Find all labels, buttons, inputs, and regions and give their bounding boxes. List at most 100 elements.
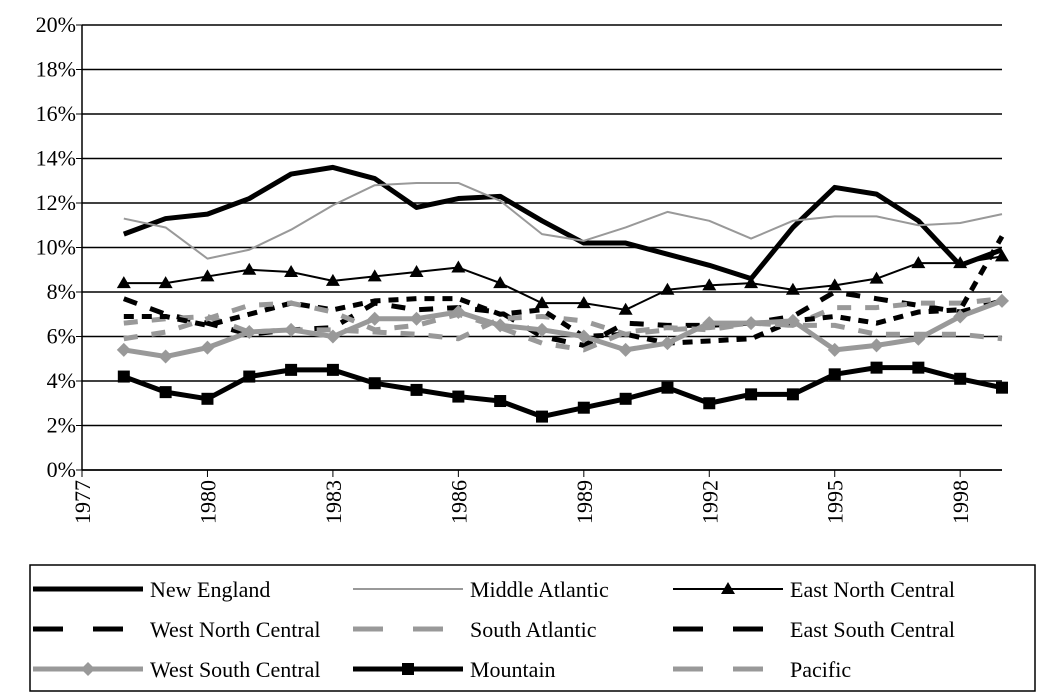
- legend-item: West North Central: [33, 617, 321, 642]
- marker: [995, 293, 1009, 308]
- y-tick-label: 0%: [47, 457, 76, 482]
- legend-label: East South Central: [790, 617, 955, 642]
- marker: [953, 309, 968, 324]
- marker: [493, 276, 508, 289]
- marker: [535, 296, 549, 309]
- marker: [996, 381, 1008, 394]
- y-tick-label: 10%: [36, 235, 76, 260]
- marker: [158, 349, 173, 364]
- marker: [911, 256, 926, 269]
- legend-label: East North Central: [790, 577, 955, 602]
- marker: [744, 276, 759, 289]
- marker: [703, 397, 716, 410]
- marker: [660, 336, 675, 351]
- marker: [618, 302, 633, 315]
- y-tick-label: 12%: [36, 190, 76, 215]
- marker: [326, 363, 339, 376]
- legend-item: Mountain: [353, 657, 556, 682]
- marker: [828, 368, 841, 381]
- x-tick-label: 1980: [195, 480, 220, 524]
- marker: [410, 383, 423, 396]
- y-tick-label: 8%: [47, 279, 76, 304]
- marker: [159, 386, 172, 399]
- y-tick-label: 2%: [47, 413, 76, 438]
- marker: [827, 278, 842, 291]
- marker: [200, 269, 215, 282]
- x-tick-label: 1995: [823, 480, 848, 524]
- marker: [721, 582, 735, 594]
- marker: [661, 381, 674, 394]
- series-line: [123, 255, 1003, 311]
- marker: [367, 269, 382, 282]
- marker: [869, 271, 884, 284]
- marker: [619, 392, 632, 405]
- legend-label: Pacific: [790, 657, 851, 682]
- marker: [402, 663, 414, 675]
- marker: [576, 329, 591, 344]
- marker: [995, 249, 1009, 262]
- marker: [494, 395, 507, 408]
- series-line: [123, 298, 1003, 360]
- legend-item: East South Central: [673, 617, 955, 642]
- marker: [576, 296, 591, 309]
- legend-item: South Atlantic: [353, 617, 597, 642]
- legend-label: South Atlantic: [470, 617, 597, 642]
- x-tick-label: 1989: [572, 480, 597, 524]
- marker: [158, 276, 173, 289]
- marker: [870, 361, 883, 374]
- marker: [409, 311, 424, 326]
- legend-label: West South Central: [150, 657, 321, 682]
- marker: [827, 342, 842, 357]
- legend-item: West South Central: [33, 657, 321, 682]
- marker: [81, 662, 95, 676]
- marker: [912, 361, 925, 374]
- marker: [117, 370, 130, 383]
- marker: [786, 388, 799, 401]
- series-line: [122, 289, 1003, 348]
- legend-item: Middle Atlantic: [353, 577, 609, 602]
- marker: [242, 325, 257, 340]
- marker: [577, 401, 590, 414]
- marker: [116, 342, 131, 357]
- legend-label: New England: [150, 577, 270, 602]
- x-tick-label: 1983: [321, 480, 346, 524]
- marker: [451, 260, 466, 273]
- legend-item: Pacific: [673, 657, 851, 682]
- marker: [954, 372, 967, 385]
- y-tick-label: 4%: [47, 368, 76, 393]
- marker: [869, 338, 884, 353]
- marker: [785, 313, 800, 328]
- y-tick-label: 18%: [36, 57, 76, 82]
- marker: [785, 282, 800, 295]
- legend-label: West North Central: [150, 617, 321, 642]
- marker: [452, 390, 465, 403]
- marker: [702, 278, 717, 291]
- x-tick-label: 1992: [697, 480, 722, 524]
- legend-item: New England: [33, 577, 270, 602]
- marker: [953, 256, 968, 269]
- legend-box: [29, 564, 1036, 692]
- marker: [409, 264, 424, 277]
- y-tick-label: 14%: [36, 146, 76, 171]
- legend-label: Middle Atlantic: [470, 577, 609, 602]
- marker: [367, 311, 382, 326]
- marker: [284, 322, 299, 337]
- marker: [284, 264, 299, 277]
- x-tick-label: 1986: [446, 480, 471, 524]
- series-line: [123, 235, 1005, 346]
- marker: [325, 273, 340, 286]
- marker: [285, 363, 298, 376]
- marker: [116, 276, 131, 289]
- x-tick-label: 1998: [948, 480, 973, 524]
- marker: [745, 388, 758, 401]
- series-line: [122, 365, 1003, 420]
- x-tick-label: 1977: [70, 480, 95, 524]
- marker: [536, 410, 548, 423]
- marker: [200, 340, 215, 355]
- series-line: [123, 300, 1003, 353]
- marker: [702, 316, 717, 331]
- y-tick-label: 6%: [47, 324, 76, 349]
- legend-label: Mountain: [470, 657, 556, 682]
